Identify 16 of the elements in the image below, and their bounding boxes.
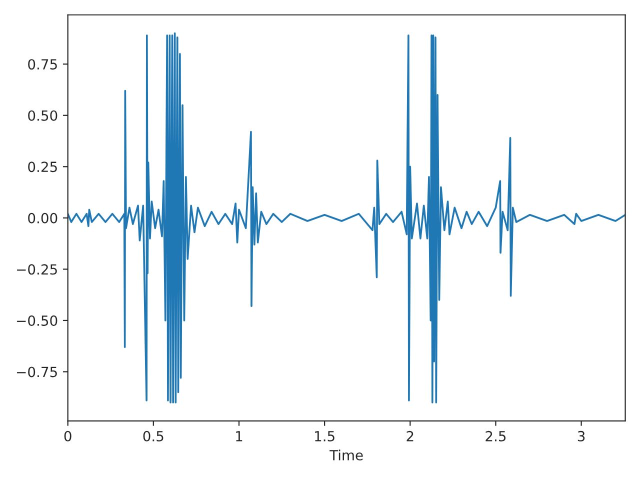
x-tick-label: 0.5 [143,430,164,442]
x-tick-label: 2.5 [486,430,506,442]
x-tick-label: 0 [64,430,72,442]
x-tick-label: 1.5 [315,431,334,442]
x-tick-label: 2 [406,430,414,442]
y-tick-label: 0.50 [28,110,58,121]
line-series [68,32,626,404]
y-tick-label: 0.75 [28,59,57,70]
y-tick-label: 0.25 [28,162,57,172]
y-tick-label: −0.25 [17,264,57,275]
y-tick-label: −0.50 [17,315,58,326]
x-tick-label: 3 [578,430,585,442]
x-tick-label: 1 [236,431,242,442]
y-tick-label: 0.00 [28,212,58,224]
y-tick-label: −0.75 [17,366,57,378]
x-axis-title: Time [330,450,363,460]
